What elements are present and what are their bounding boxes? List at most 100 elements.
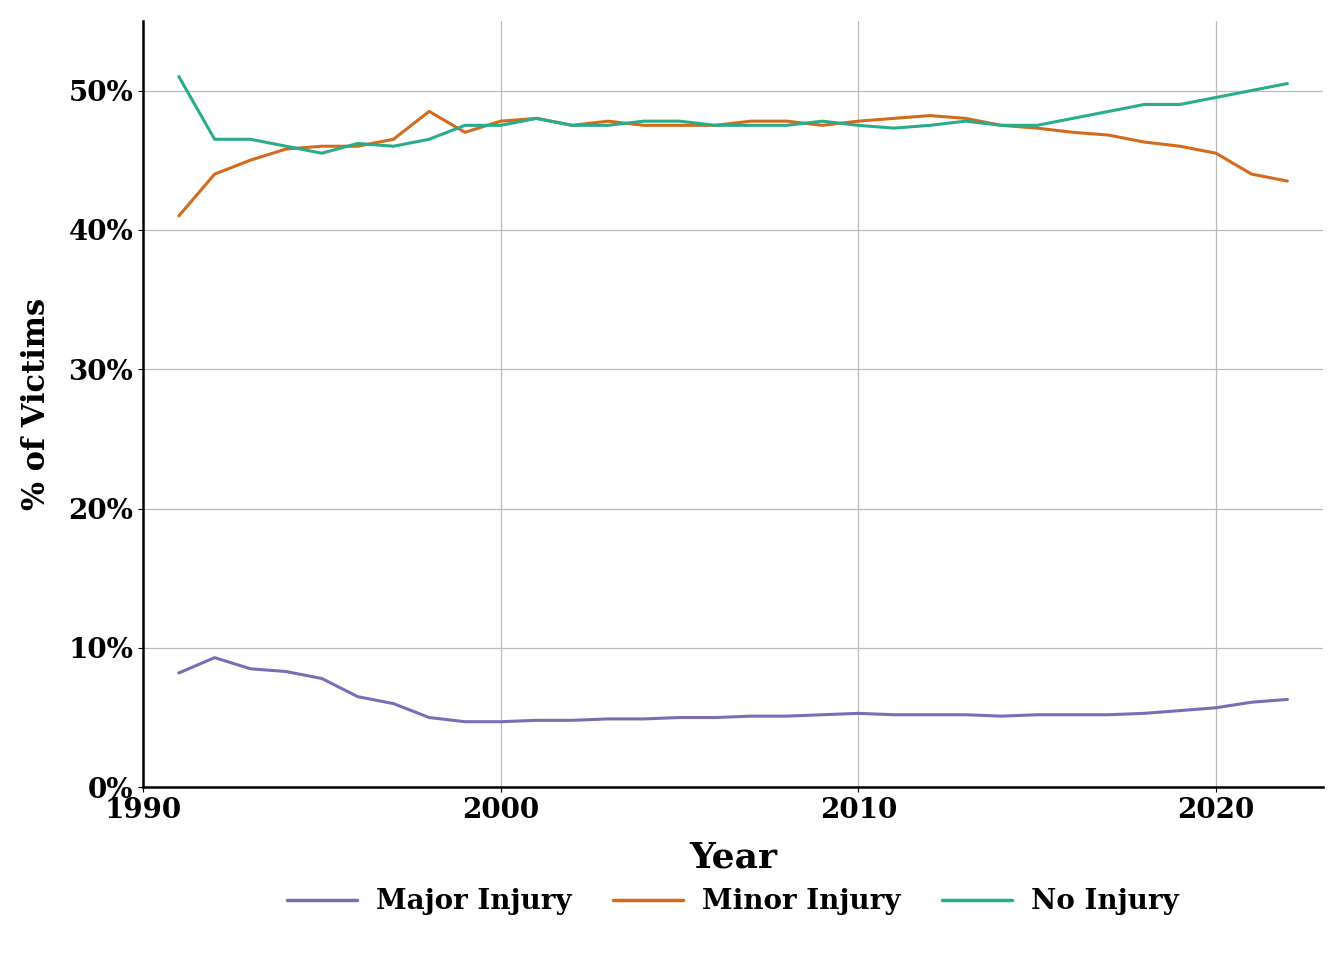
- No Injury: [707, 120, 723, 132]
- Minor Injury: [993, 120, 1009, 132]
- No Injury: [207, 133, 223, 145]
- Minor Injury: [1172, 140, 1188, 152]
- Major Injury: [171, 667, 187, 679]
- Minor Injury: [1243, 168, 1259, 180]
- No Injury: [886, 122, 902, 133]
- Line: Major Injury: Major Injury: [179, 658, 1288, 722]
- No Injury: [1064, 112, 1081, 124]
- No Injury: [814, 115, 831, 127]
- No Injury: [778, 120, 794, 132]
- Major Injury: [1243, 696, 1259, 708]
- Major Injury: [278, 666, 294, 678]
- Major Injury: [1279, 694, 1296, 706]
- Minor Injury: [278, 143, 294, 155]
- No Injury: [242, 133, 258, 145]
- No Injury: [922, 120, 938, 132]
- Major Injury: [636, 713, 652, 725]
- Minor Injury: [851, 115, 867, 127]
- Major Injury: [922, 709, 938, 721]
- Minor Injury: [528, 112, 544, 124]
- Minor Injury: [707, 120, 723, 132]
- No Injury: [851, 120, 867, 132]
- Y-axis label: % of Victims: % of Victims: [22, 298, 52, 510]
- Legend: Major Injury, Minor Injury, No Injury: Major Injury, Minor Injury, No Injury: [276, 877, 1191, 926]
- Major Injury: [457, 716, 473, 728]
- Minor Injury: [242, 155, 258, 166]
- No Injury: [1030, 120, 1046, 132]
- Major Injury: [886, 709, 902, 721]
- Major Injury: [564, 714, 581, 726]
- No Injury: [743, 120, 759, 132]
- Minor Injury: [599, 115, 616, 127]
- Minor Injury: [314, 140, 331, 152]
- Major Injury: [743, 710, 759, 722]
- Major Injury: [1101, 709, 1117, 721]
- Major Injury: [493, 716, 509, 728]
- Line: No Injury: No Injury: [179, 77, 1288, 154]
- Minor Injury: [957, 112, 973, 124]
- Major Injury: [599, 713, 616, 725]
- Minor Injury: [349, 140, 366, 152]
- Minor Injury: [672, 120, 688, 132]
- Minor Injury: [922, 109, 938, 121]
- Minor Injury: [636, 120, 652, 132]
- No Injury: [1208, 92, 1224, 104]
- No Injury: [993, 120, 1009, 132]
- Major Injury: [672, 711, 688, 723]
- No Injury: [421, 133, 437, 145]
- No Injury: [457, 120, 473, 132]
- Major Injury: [993, 710, 1009, 722]
- Major Injury: [386, 698, 402, 709]
- Minor Injury: [743, 115, 759, 127]
- X-axis label: Year: Year: [689, 841, 777, 875]
- Major Injury: [1064, 709, 1081, 721]
- No Injury: [1243, 84, 1259, 96]
- Minor Injury: [814, 120, 831, 132]
- Major Injury: [778, 710, 794, 722]
- No Injury: [957, 115, 973, 127]
- Minor Injury: [386, 133, 402, 145]
- Minor Injury: [1064, 127, 1081, 138]
- Major Injury: [421, 711, 437, 723]
- No Injury: [1136, 99, 1152, 110]
- Major Injury: [349, 691, 366, 703]
- Minor Injury: [564, 120, 581, 132]
- No Injury: [493, 120, 509, 132]
- No Injury: [528, 112, 544, 124]
- No Injury: [171, 71, 187, 83]
- Major Injury: [1208, 702, 1224, 713]
- No Injury: [386, 140, 402, 152]
- No Injury: [349, 137, 366, 149]
- Major Injury: [1172, 705, 1188, 716]
- Major Injury: [314, 673, 331, 684]
- Major Injury: [242, 663, 258, 675]
- Major Injury: [1030, 709, 1046, 721]
- No Injury: [1279, 78, 1296, 89]
- Minor Injury: [207, 168, 223, 180]
- Minor Injury: [421, 106, 437, 117]
- Minor Injury: [171, 210, 187, 222]
- Major Injury: [707, 711, 723, 723]
- Minor Injury: [778, 115, 794, 127]
- Major Injury: [851, 708, 867, 719]
- Minor Injury: [886, 112, 902, 124]
- Line: Minor Injury: Minor Injury: [179, 111, 1288, 216]
- No Injury: [599, 120, 616, 132]
- No Injury: [672, 115, 688, 127]
- No Injury: [278, 140, 294, 152]
- Minor Injury: [1208, 148, 1224, 159]
- Minor Injury: [493, 115, 509, 127]
- Minor Injury: [457, 127, 473, 138]
- No Injury: [636, 115, 652, 127]
- No Injury: [1172, 99, 1188, 110]
- Major Injury: [528, 714, 544, 726]
- Minor Injury: [1101, 130, 1117, 141]
- No Injury: [314, 148, 331, 159]
- No Injury: [1101, 106, 1117, 117]
- No Injury: [564, 120, 581, 132]
- Major Injury: [1136, 708, 1152, 719]
- Minor Injury: [1136, 136, 1152, 148]
- Major Injury: [814, 709, 831, 721]
- Major Injury: [957, 709, 973, 721]
- Minor Injury: [1030, 122, 1046, 133]
